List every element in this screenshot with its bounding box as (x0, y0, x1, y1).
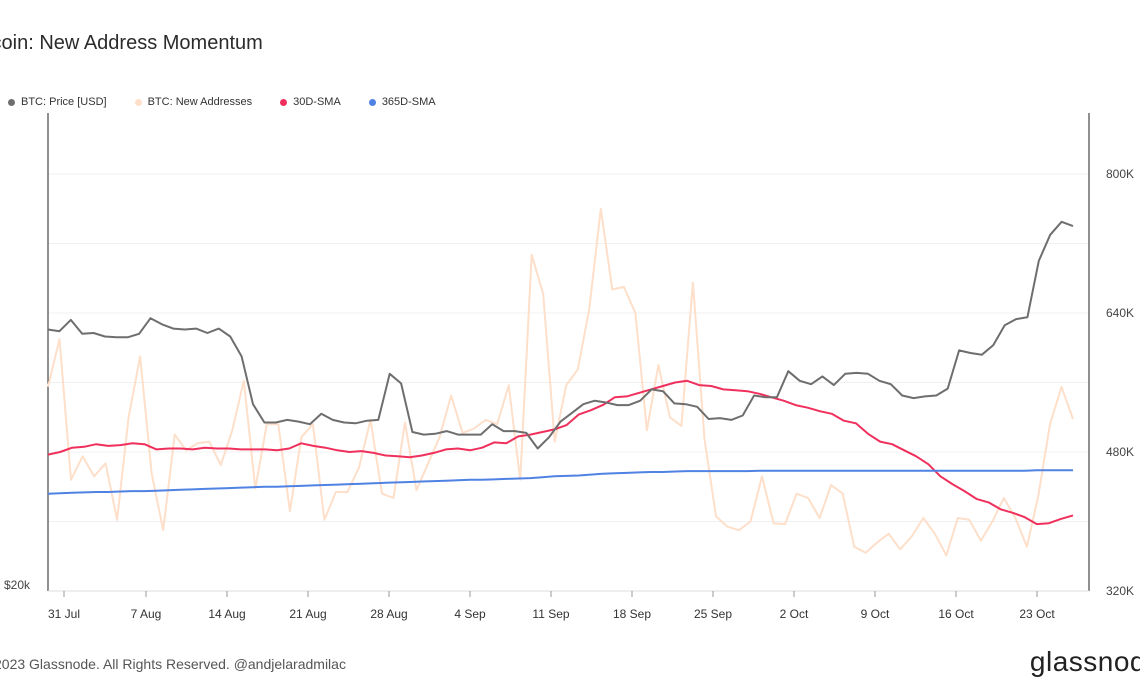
legend-dot-365d-sma (368, 98, 376, 106)
x-axis-tick-label: 21 Aug (289, 607, 326, 621)
x-axis-tick-label: 4 Sep (454, 607, 486, 621)
legend-label-price: BTC: Price [USD] (21, 96, 107, 108)
brand-logo: glassnod (1029, 646, 1140, 677)
legend-label-30d-sma: 30D-SMA (293, 96, 341, 108)
x-axis-tick-label: 14 Aug (208, 607, 245, 621)
right-axis-tick-label: 480K (1106, 445, 1134, 459)
x-axis-tick-label: 16 Oct (938, 607, 974, 621)
legend-dot-new-addresses (134, 98, 142, 106)
legend-dot-30d-sma (280, 98, 288, 106)
legend-item-price[interactable]: BTC: Price [USD] (8, 96, 107, 108)
right-axis-tick-label: 800K (1106, 167, 1134, 181)
x-axis-tick-label: 11 Sep (532, 607, 569, 621)
legend-item-365d-sma[interactable]: 365D-SMA (368, 96, 436, 108)
left-axis-tick-label: $20k (4, 578, 31, 592)
legend-item-new-addresses[interactable]: BTC: New Addresses (134, 96, 253, 108)
x-axis-tick-label: 28 Aug (370, 607, 407, 621)
footer-copyright: 2023 Glassnode. All Rights Reserved. @an… (0, 656, 346, 672)
x-axis-tick-label: 31 Jul (48, 607, 80, 621)
x-axis-tick-label: 23 Oct (1019, 607, 1055, 621)
series-line-365d-sma (47, 469, 1073, 495)
chart-title: tcoin: New Address Momentum (0, 32, 263, 54)
x-axis-tick-label: 2 Oct (780, 607, 809, 621)
x-axis-tick-label: 25 Sep (694, 607, 732, 621)
legend-label-365d-sma: 365D-SMA (381, 96, 436, 108)
legend-item-30d-sma[interactable]: 30D-SMA (280, 96, 341, 108)
chart-legend: BTC: Price [USD] BTC: New Addresses 30D-… (8, 96, 464, 108)
series-line-30d-sma (47, 379, 1074, 526)
right-axis-tick-label: 320K (1106, 584, 1134, 598)
x-axis-tick-label: 7 Aug (131, 607, 162, 621)
legend-dot-price (8, 98, 15, 106)
series-line-btc-new-addresses (47, 207, 1074, 557)
x-axis-tick-label: 9 Oct (861, 607, 890, 621)
right-axis-tick-label: 640K (1106, 306, 1134, 320)
legend-label-new-addresses: BTC: New Addresses (147, 96, 253, 108)
series-line-btc-price-usd (47, 220, 1074, 450)
x-axis-tick-label: 18 Sep (613, 607, 651, 621)
